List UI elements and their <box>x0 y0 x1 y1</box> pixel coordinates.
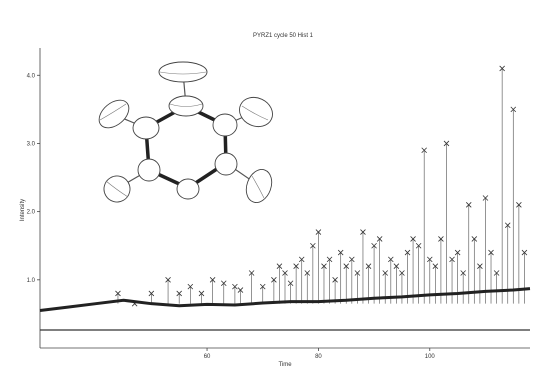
observed-point-marker <box>460 270 466 276</box>
observed-point-marker <box>293 263 299 269</box>
octant-line <box>251 175 265 199</box>
y-tick-label: 4.0 <box>27 73 36 79</box>
observed-point-marker <box>516 202 522 208</box>
atom-ellipsoid <box>176 178 200 200</box>
chart-title: PYRZ1 cycle 50 Hist 1 <box>253 33 314 39</box>
observed-point-marker <box>482 195 489 201</box>
observed-point-marker <box>282 270 288 276</box>
calculated-curve <box>39 287 531 312</box>
observed-point-marker <box>276 263 283 269</box>
observed-point-marker <box>304 270 311 276</box>
observed-point-marker <box>354 270 361 276</box>
y-tick-label: 3.0 <box>27 141 36 147</box>
observed-point-marker <box>315 229 322 235</box>
octant-line <box>159 71 207 75</box>
x-tick-label: 80 <box>315 354 322 360</box>
observed-point-marker <box>237 287 244 293</box>
observed-point-marker <box>310 242 316 249</box>
plot-series <box>39 65 531 331</box>
observed-point-marker <box>415 242 422 249</box>
observed-point-marker <box>443 140 450 147</box>
atom-ellipsoid <box>137 158 161 182</box>
observed-point-marker <box>493 270 500 276</box>
observed-point-marker <box>421 147 427 154</box>
molecule-inset-image <box>98 61 273 203</box>
observed-point-marker <box>477 263 483 269</box>
x-ticks: 60 80 100 <box>204 348 436 360</box>
observed-point-marker <box>371 242 377 249</box>
observed-point-marker <box>198 290 205 297</box>
observed-point-marker <box>337 249 344 256</box>
observed-point-marker <box>271 277 277 283</box>
atom-ellipsoid <box>212 113 238 137</box>
molecule-atoms <box>98 61 273 203</box>
y-ticks: 1.0 2.0 3.0 4.0 <box>27 73 40 284</box>
octant-line <box>169 103 203 107</box>
observed-point-marker <box>326 256 333 263</box>
observed-point-marker <box>176 290 182 297</box>
observed-point-marker <box>499 65 505 72</box>
observed-point-marker <box>365 263 372 269</box>
observed-point-marker <box>521 249 528 256</box>
observed-point-marker <box>209 277 216 283</box>
observed-point-marker <box>220 280 227 287</box>
y-axis-label: Intensity <box>20 199 26 221</box>
observed-point-marker <box>148 290 155 297</box>
octant-line <box>241 105 269 121</box>
atom-ellipsoid <box>245 169 273 203</box>
observed-point-marker <box>404 249 411 256</box>
observed-point-marker <box>165 277 171 283</box>
observed-point-marker <box>449 256 455 263</box>
observed-point-marker <box>376 236 383 242</box>
atom-ellipsoid <box>158 61 208 83</box>
observed-point-marker <box>332 277 338 283</box>
octant-line <box>105 180 129 198</box>
ellipsoid-octant-lines <box>99 71 269 199</box>
observed-point-marker <box>298 256 305 263</box>
observed-point-marker <box>393 263 400 269</box>
observed-point-marker <box>454 249 461 256</box>
x-axis-label: Time <box>278 362 292 368</box>
observed-point-marker <box>349 256 355 263</box>
atom-ellipsoid <box>239 96 273 128</box>
atom-ellipsoid <box>214 152 238 176</box>
observed-point-marker <box>465 202 472 208</box>
observed-point-marker <box>432 263 439 269</box>
observed-point-marker <box>321 263 327 269</box>
plot-frame <box>39 48 530 349</box>
observed-point-marker <box>287 280 294 287</box>
observed-point-marker <box>248 270 255 276</box>
observed-point-marker <box>187 283 194 290</box>
observed-point-marker <box>471 236 478 242</box>
observed-point-marker <box>488 249 494 256</box>
observed-point-marker <box>426 256 433 263</box>
observed-point-marker <box>259 283 266 290</box>
observed-point-marker <box>360 229 366 235</box>
observed-point-marker <box>438 236 444 242</box>
atom-ellipsoid <box>132 116 160 140</box>
x-tick-label: 100 <box>425 354 436 360</box>
x-tick-label: 60 <box>204 354 211 360</box>
observed-point-marker <box>343 263 350 269</box>
atom-ellipsoid <box>103 175 131 203</box>
observed-point-marker <box>388 256 394 263</box>
y-tick-label: 2.0 <box>27 210 36 216</box>
y-tick-label: 1.0 <box>27 278 36 284</box>
observed-point-marker <box>510 106 517 113</box>
observed-point-marker <box>410 236 416 242</box>
octant-line <box>99 103 127 121</box>
observed-point-marker <box>504 222 511 229</box>
atom-ellipsoid <box>168 95 204 117</box>
observed-point-marker <box>399 270 405 276</box>
observed-point-marker <box>115 290 121 297</box>
observed-point-marker <box>232 283 238 290</box>
observed-point-marker <box>382 270 389 276</box>
